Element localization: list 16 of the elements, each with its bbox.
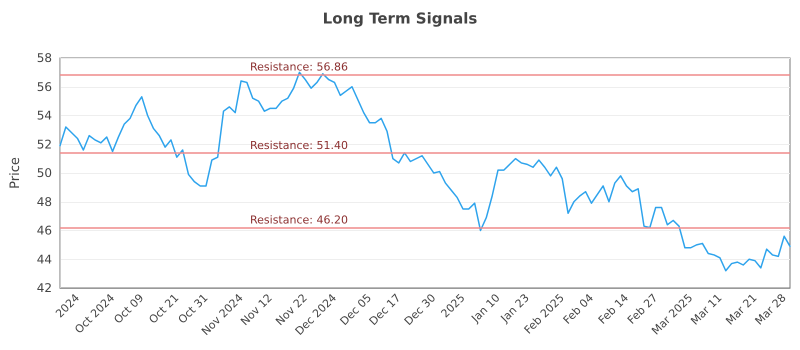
x-tick-label: Dec 30 <box>402 291 438 328</box>
y-tick-label: 50 <box>36 166 52 180</box>
y-tick-label: 54 <box>36 108 52 122</box>
chart-title: Long Term Signals <box>322 10 478 28</box>
ref-line-label: Resistance: 56.86 <box>250 60 348 74</box>
y-tick-label: 48 <box>36 194 52 209</box>
y-tick-label: 44 <box>36 252 52 266</box>
y-tick-label: 58 <box>36 51 52 65</box>
ref-line-label: Resistance: 51.40 <box>250 138 348 152</box>
y-tick-label: 42 <box>36 281 52 295</box>
y-tick-label: 56 <box>36 80 52 94</box>
y-tick-label: 52 <box>36 137 52 152</box>
y-tick-label: 46 <box>36 224 52 238</box>
line-series <box>59 72 791 272</box>
y-axis-title: Price <box>8 157 23 189</box>
ref-line-label: Resistance: 46.20 <box>250 214 348 227</box>
